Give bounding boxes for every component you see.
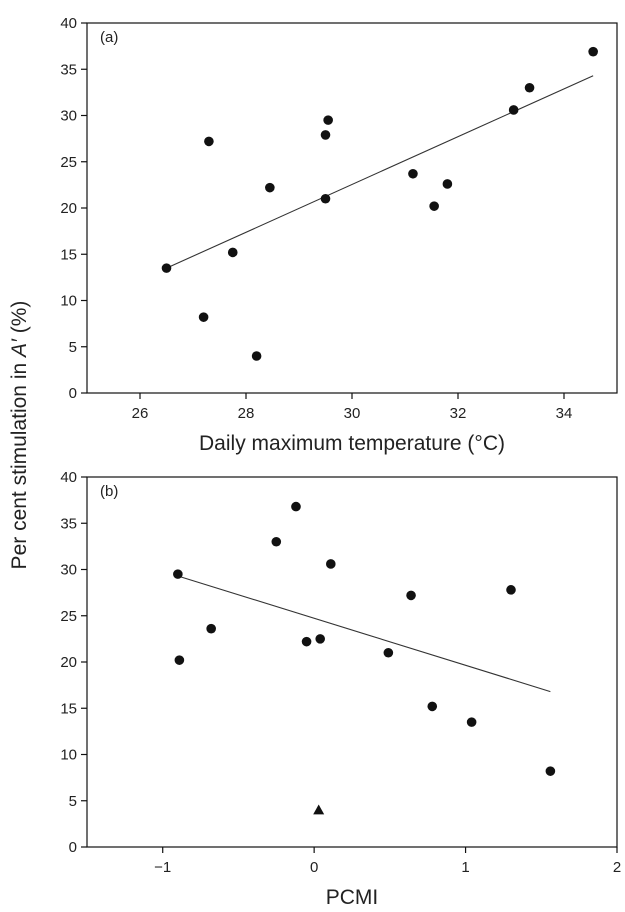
panel-a-x-axis-title: Daily maximum temperature (°C) bbox=[199, 432, 505, 455]
panel-a-data-point bbox=[442, 179, 453, 189]
panel-a-data-point bbox=[524, 82, 535, 93]
panel-a-y-tick-label: 40 bbox=[60, 15, 77, 32]
panel-b-y-tick-label: 35 bbox=[60, 515, 77, 532]
panel-a-data-point bbox=[161, 263, 172, 273]
panel-a-y-tick-label: 30 bbox=[60, 108, 77, 125]
panel-a-data-point bbox=[408, 168, 418, 179]
panel-a: 0 5 10 15 20 25 30 35 40 26 28 30 32 34 Daily maximum … bbox=[60, 15, 618, 455]
panel-b-y-tick-label: 25 bbox=[60, 608, 77, 625]
panel-a-label: (a) bbox=[100, 29, 118, 46]
panel-a-data-point bbox=[323, 115, 333, 125]
panel-b-data-point bbox=[315, 634, 326, 644]
panel-a-frame bbox=[86, 22, 618, 394]
panel-b-data-point bbox=[506, 585, 516, 595]
panel-b-data-point bbox=[326, 559, 336, 569]
panel-b-x-tick-label: 1 bbox=[461, 859, 469, 876]
panel-b-y-tick-label: 10 bbox=[60, 747, 77, 764]
panel-a-x-tick-label: 34 bbox=[556, 405, 573, 422]
panel-b-y-tick-label: 30 bbox=[60, 562, 77, 579]
panel-b-x-tick-label: −1 bbox=[154, 859, 171, 876]
panel-b-y-tick-label: 40 bbox=[60, 469, 77, 486]
panel-b-data-point bbox=[271, 536, 282, 547]
y-axis-title: Per cent stimulation in A′ (%) bbox=[8, 301, 31, 570]
panel-a-data-point bbox=[429, 201, 439, 211]
panel-a-y-tick-label: 10 bbox=[60, 293, 77, 310]
panel-a-y-tick-label: 15 bbox=[60, 246, 77, 263]
panel-b-y-tick-label: 20 bbox=[60, 654, 77, 671]
panel-b-data-point bbox=[406, 590, 416, 601]
panel-b-fit-line bbox=[177, 575, 551, 693]
panel-a-y-tick-label: 35 bbox=[60, 61, 77, 78]
panel-a-x-tick-label: 26 bbox=[132, 405, 149, 422]
panel-b-data-point-triangle bbox=[313, 804, 325, 815]
panel-b-x-tick-label: 0 bbox=[310, 859, 318, 876]
panel-a-data-point bbox=[508, 105, 519, 115]
panel-a-data-point bbox=[227, 247, 238, 258]
panel-b-data-point bbox=[206, 623, 216, 634]
panel-b-frame bbox=[86, 476, 618, 848]
panel-a-y-tick-label: 0 bbox=[69, 385, 77, 402]
panel-b-data-point bbox=[301, 636, 312, 647]
panel-a-data-point bbox=[320, 130, 331, 140]
panel-b-data-point bbox=[383, 647, 394, 658]
panel-a-x-tick-label: 32 bbox=[450, 405, 467, 422]
panel-b-y-tick-label: 5 bbox=[69, 793, 77, 810]
panel-b-y-tick-label: 15 bbox=[60, 700, 77, 717]
y-axis-title-symbol: A′ bbox=[8, 338, 31, 359]
panel-b-data-point bbox=[291, 501, 301, 512]
panel-b-y-tick-label: 0 bbox=[69, 839, 77, 856]
panel-a-fit-line bbox=[166, 75, 594, 269]
panel-b-data-point bbox=[173, 569, 183, 579]
panel-b-data-point bbox=[427, 701, 438, 712]
panel-a-data-point bbox=[265, 182, 275, 193]
panel-a-data-point bbox=[320, 193, 331, 204]
panel-b-label: (b) bbox=[100, 483, 118, 500]
panel-b: 0 5 10 15 20 25 30 35 40 −1 0 1 2 PCMI (b) bbox=[60, 469, 621, 909]
panel-a-data-point bbox=[198, 312, 209, 322]
panel-b-x-tick-label: 2 bbox=[613, 859, 621, 876]
panel-b-data-point bbox=[545, 766, 556, 776]
panel-b-data-point bbox=[466, 717, 477, 727]
panel-a-data-point bbox=[204, 136, 214, 147]
panel-a-x-tick-label: 30 bbox=[344, 405, 361, 422]
panel-a-y-tick-label: 20 bbox=[60, 200, 77, 217]
panel-a-y-tick-label: 5 bbox=[69, 339, 77, 356]
panel-a-x-tick-label: 28 bbox=[238, 405, 255, 422]
panel-a-y-tick-label: 25 bbox=[60, 154, 77, 171]
panel-b-data-point bbox=[174, 655, 185, 665]
panel-b-x-axis-title: PCMI bbox=[326, 886, 379, 909]
panel-a-data-point bbox=[588, 46, 598, 57]
panel-a-data-point bbox=[251, 351, 262, 361]
